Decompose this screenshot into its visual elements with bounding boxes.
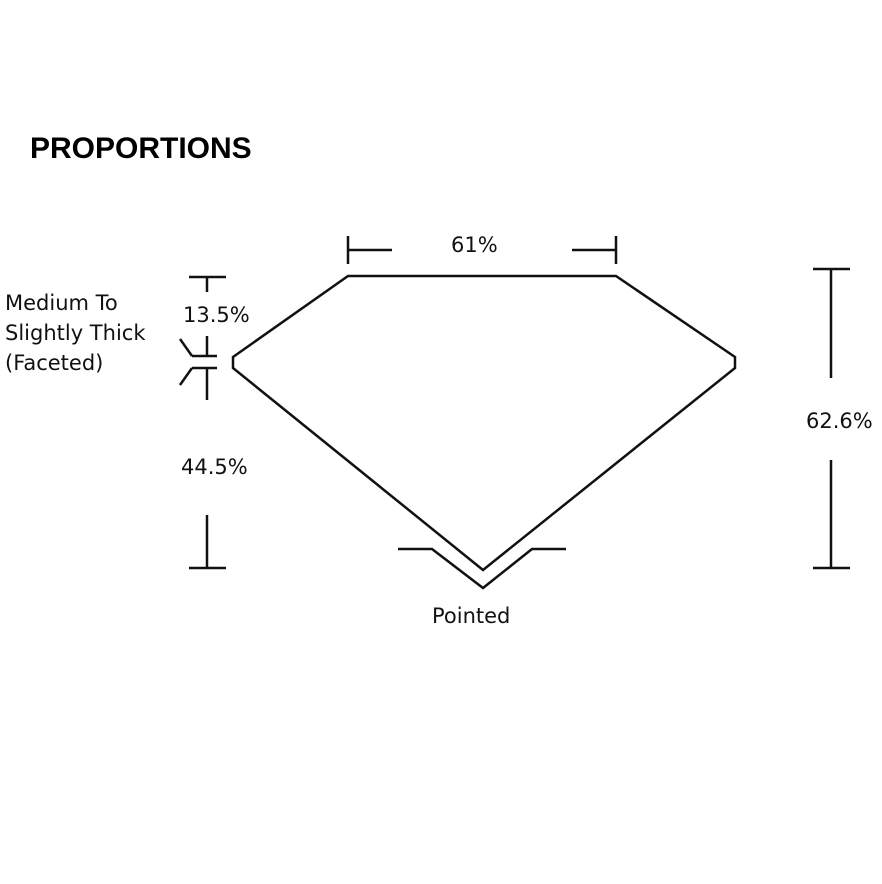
table-percent: 61% (451, 233, 498, 257)
girdle-label-line: (Faceted) (5, 351, 104, 375)
crown-dimension (178, 275, 226, 358)
girdle-label-line: Medium To (5, 291, 118, 315)
table-dimension (346, 236, 618, 264)
girdle-label: Medium To Slightly Thick (Faceted) (5, 288, 146, 378)
girdle-label-line: Slightly Thick (5, 321, 146, 345)
page-title: PROPORTIONS (30, 132, 252, 165)
total-depth-percent: 62.6% (806, 409, 873, 433)
culet-label: Pointed (432, 604, 511, 628)
total-depth-dimension (813, 267, 850, 570)
pavilion-dimension (178, 366, 226, 570)
culet-marker (398, 547, 566, 590)
diamond-outline (231, 274, 737, 572)
pavilion-percent: 44.5% (181, 455, 248, 479)
crown-percent: 13.5% (183, 303, 250, 327)
